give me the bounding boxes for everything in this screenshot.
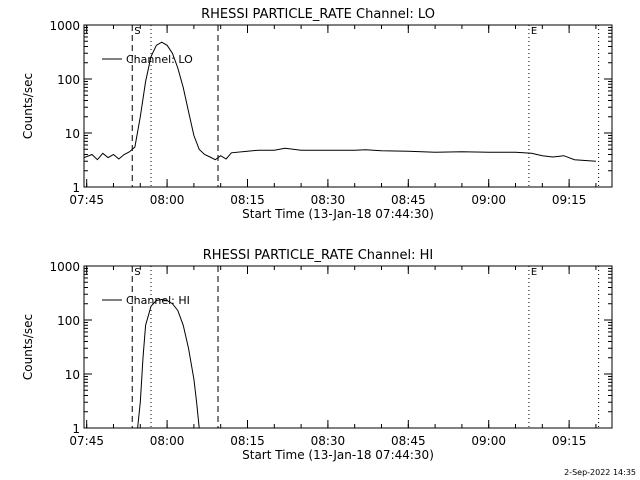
x-tick-label: 08:00 bbox=[150, 193, 185, 207]
x-tick-label: 08:15 bbox=[230, 434, 265, 448]
chart-title: RHESSI PARTICLE_RATE Channel: LO bbox=[201, 7, 435, 22]
y-tick-label: 1000 bbox=[49, 19, 80, 33]
marker-label: S bbox=[134, 26, 140, 37]
y-tick-label: 10 bbox=[65, 127, 80, 141]
x-tick-label: 08:45 bbox=[391, 434, 426, 448]
x-tick-label: 07:45 bbox=[69, 193, 104, 207]
series-line bbox=[84, 41, 596, 162]
x-tick-label: 09:15 bbox=[552, 434, 587, 448]
x-tick-label: 09:00 bbox=[471, 434, 506, 448]
x-tick-label: 08:00 bbox=[150, 434, 185, 448]
chart-panel-lo: RHESSI PARTICLE_RATE Channel: LO 1 10 100 10… bbox=[21, 7, 613, 221]
y-tick-label: 10 bbox=[65, 368, 80, 382]
marker-label: S bbox=[134, 267, 140, 278]
legend-label: Channel: HI bbox=[126, 294, 190, 307]
footer-timestamp: 2-Sep-2022 14:35 bbox=[564, 468, 636, 477]
legend-label: Channel: LO bbox=[126, 53, 193, 66]
series-line bbox=[137, 298, 200, 428]
chart-panel-hi: RHESSI PARTICLE_RATE Channel: HI 1 10 100 10… bbox=[21, 248, 613, 462]
x-tick-label: 08:30 bbox=[311, 193, 346, 207]
y-axis-label: Counts/sec bbox=[21, 73, 35, 139]
x-axis-label: Start Time (13-Jan-18 07:44:30) bbox=[242, 448, 434, 462]
y-tick-label: 1000 bbox=[49, 260, 80, 274]
marker-label: E bbox=[531, 26, 537, 37]
plot-frame bbox=[83, 265, 613, 429]
y-tick-label: 100 bbox=[57, 314, 80, 328]
x-axis-label: Start Time (13-Jan-18 07:44:30) bbox=[242, 207, 434, 221]
chart-title: RHESSI PARTICLE_RATE Channel: HI bbox=[203, 248, 433, 263]
x-tick-label: 09:15 bbox=[552, 193, 587, 207]
x-tick-label: 09:00 bbox=[471, 193, 506, 207]
y-tick-label: 1 bbox=[72, 422, 80, 436]
x-tick-label: 07:45 bbox=[69, 434, 104, 448]
y-tick-label: 1 bbox=[72, 181, 80, 195]
marker-label: E bbox=[531, 267, 537, 278]
y-tick-label: 100 bbox=[57, 73, 80, 87]
x-tick-label: 08:30 bbox=[311, 434, 346, 448]
y-axis-label: Counts/sec bbox=[21, 314, 35, 380]
x-tick-label: 08:15 bbox=[230, 193, 265, 207]
plot-frame bbox=[83, 24, 613, 188]
x-tick-label: 08:45 bbox=[391, 193, 426, 207]
